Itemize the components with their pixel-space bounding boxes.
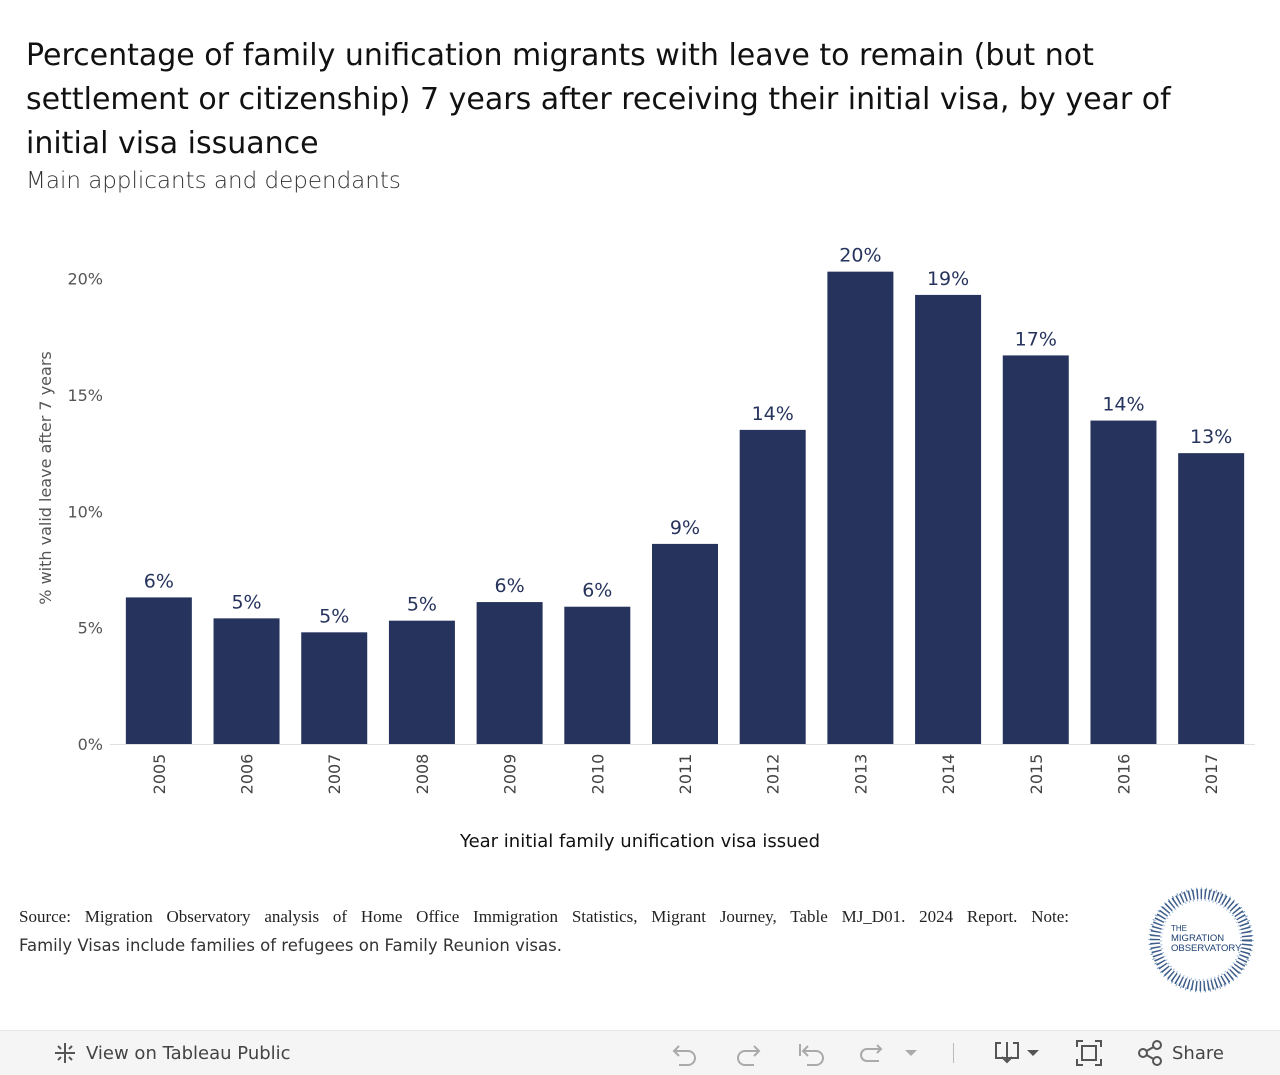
data-label-2006: 5%: [231, 591, 261, 613]
bar-2017[interactable]: [1178, 453, 1245, 744]
share-button[interactable]: Share: [1136, 1031, 1224, 1075]
bar-2015[interactable]: [1002, 355, 1069, 744]
bar-2005[interactable]: [125, 597, 192, 744]
revert-icon: [796, 1038, 828, 1068]
x-tick-label: 2014: [939, 754, 958, 795]
download-button[interactable]: [992, 1031, 1040, 1075]
x-tick-label: 2006: [238, 754, 257, 795]
fullscreen-icon: [1074, 1038, 1104, 1068]
x-tick-label: 2016: [1114, 754, 1133, 795]
chart-subtitle: Main applicants and dependants: [26, 168, 401, 194]
logo-ring-icon: THE MIGRATION OBSERVATORY: [1148, 887, 1254, 993]
logo-line-1: THE: [1171, 924, 1187, 933]
data-label-2011: 9%: [670, 517, 700, 539]
share-label: Share: [1172, 1042, 1224, 1064]
y-tick-label: 15%: [67, 386, 103, 405]
y-tick-label: 5%: [78, 619, 103, 638]
data-label-2013: 20%: [839, 245, 881, 267]
bar-2008[interactable]: [388, 620, 455, 744]
x-tick-label: 2011: [676, 754, 695, 795]
data-label-2012: 14%: [752, 403, 794, 425]
bar-2009[interactable]: [476, 602, 543, 744]
x-tick-label: 2009: [501, 754, 520, 795]
tableau-icon: [52, 1040, 78, 1066]
y-tick-label: 20%: [67, 270, 103, 289]
x-tick-label: 2005: [150, 754, 169, 795]
migration-observatory-logo: THE MIGRATION OBSERVATORY: [1145, 884, 1257, 996]
bar-2011[interactable]: [652, 543, 718, 744]
data-label-2010: 6%: [582, 580, 612, 602]
note-text: Family Visas include families of refugee…: [19, 936, 562, 955]
bar-2007[interactable]: [301, 632, 368, 744]
x-tick-label: 2007: [325, 754, 344, 795]
x-axis-label: Year initial family unification visa iss…: [459, 831, 820, 852]
source-note: Source: Migration Observatory analysis o…: [19, 902, 1069, 960]
y-tick-label: 10%: [67, 502, 103, 521]
refresh-icon: [857, 1038, 887, 1068]
bar-2010[interactable]: [564, 606, 631, 744]
data-label-2015: 17%: [1015, 328, 1057, 350]
bar-2014[interactable]: [915, 294, 982, 744]
source-text: Source: Migration Observatory analysis o…: [19, 907, 1069, 926]
chart-title: Percentage of family unification migrant…: [26, 38, 1171, 161]
data-label-2005: 6%: [144, 570, 174, 592]
bar-2012[interactable]: [739, 429, 806, 744]
view-on-tableau-button[interactable]: View on Tableau Public: [52, 1031, 291, 1075]
redo-button[interactable]: [733, 1031, 763, 1075]
logo-line-2: MIGRATION: [1171, 933, 1224, 944]
bar-2013[interactable]: [827, 271, 894, 744]
logo-line-3: OBSERVATORY: [1171, 943, 1242, 954]
undo-icon: [670, 1038, 700, 1068]
bar-chart: % with valid leave after 7 years Year in…: [0, 230, 1280, 870]
x-tick-label: 2012: [764, 754, 783, 795]
data-label-2016: 14%: [1102, 394, 1144, 416]
share-icon: [1136, 1039, 1164, 1067]
revert-button[interactable]: [796, 1031, 828, 1075]
x-tick-label: 2008: [413, 754, 432, 795]
refresh-dropdown[interactable]: [904, 1031, 918, 1075]
x-tick-label: 2017: [1202, 754, 1221, 795]
data-label-2014: 19%: [927, 268, 969, 290]
toolbar-separator: [953, 1043, 954, 1063]
redo-icon: [733, 1038, 763, 1068]
fullscreen-button[interactable]: [1074, 1031, 1104, 1075]
tableau-toolbar: View on Tableau Public: [0, 1030, 1280, 1075]
undo-button[interactable]: [670, 1031, 700, 1075]
dropdown-icon: [1026, 1048, 1040, 1058]
x-tick-label: 2015: [1027, 754, 1046, 795]
x-tick-label: 2010: [588, 754, 607, 795]
y-tick-label: 0%: [78, 735, 103, 754]
chart-svg: % with valid leave after 7 years Year in…: [36, 245, 1255, 852]
data-label-2007: 5%: [319, 605, 349, 627]
bars-group: 6% 5% 5% 5% 6% 6% 9% 14% 20% 19% 17% 14% 13%: [125, 245, 1245, 744]
y-axis-label: % with valid leave after 7 years: [36, 351, 55, 604]
bar-2006[interactable]: [213, 618, 280, 744]
refresh-button[interactable]: [857, 1031, 887, 1075]
view-on-tableau-label: View on Tableau Public: [86, 1042, 291, 1064]
data-label-2009: 6%: [495, 575, 525, 597]
bar-2016[interactable]: [1090, 420, 1157, 744]
download-icon: [992, 1038, 1022, 1068]
dropdown-icon: [904, 1048, 918, 1058]
x-axis: 2005 2006 2007 2008 2009 2010 2011 2012 2013 2014…: [110, 744, 1255, 795]
y-axis: 0% 5% 10% 15% 20%: [67, 270, 103, 754]
data-label-2017: 13%: [1190, 426, 1232, 448]
x-tick-label: 2013: [851, 754, 870, 795]
data-label-2008: 5%: [407, 594, 437, 616]
